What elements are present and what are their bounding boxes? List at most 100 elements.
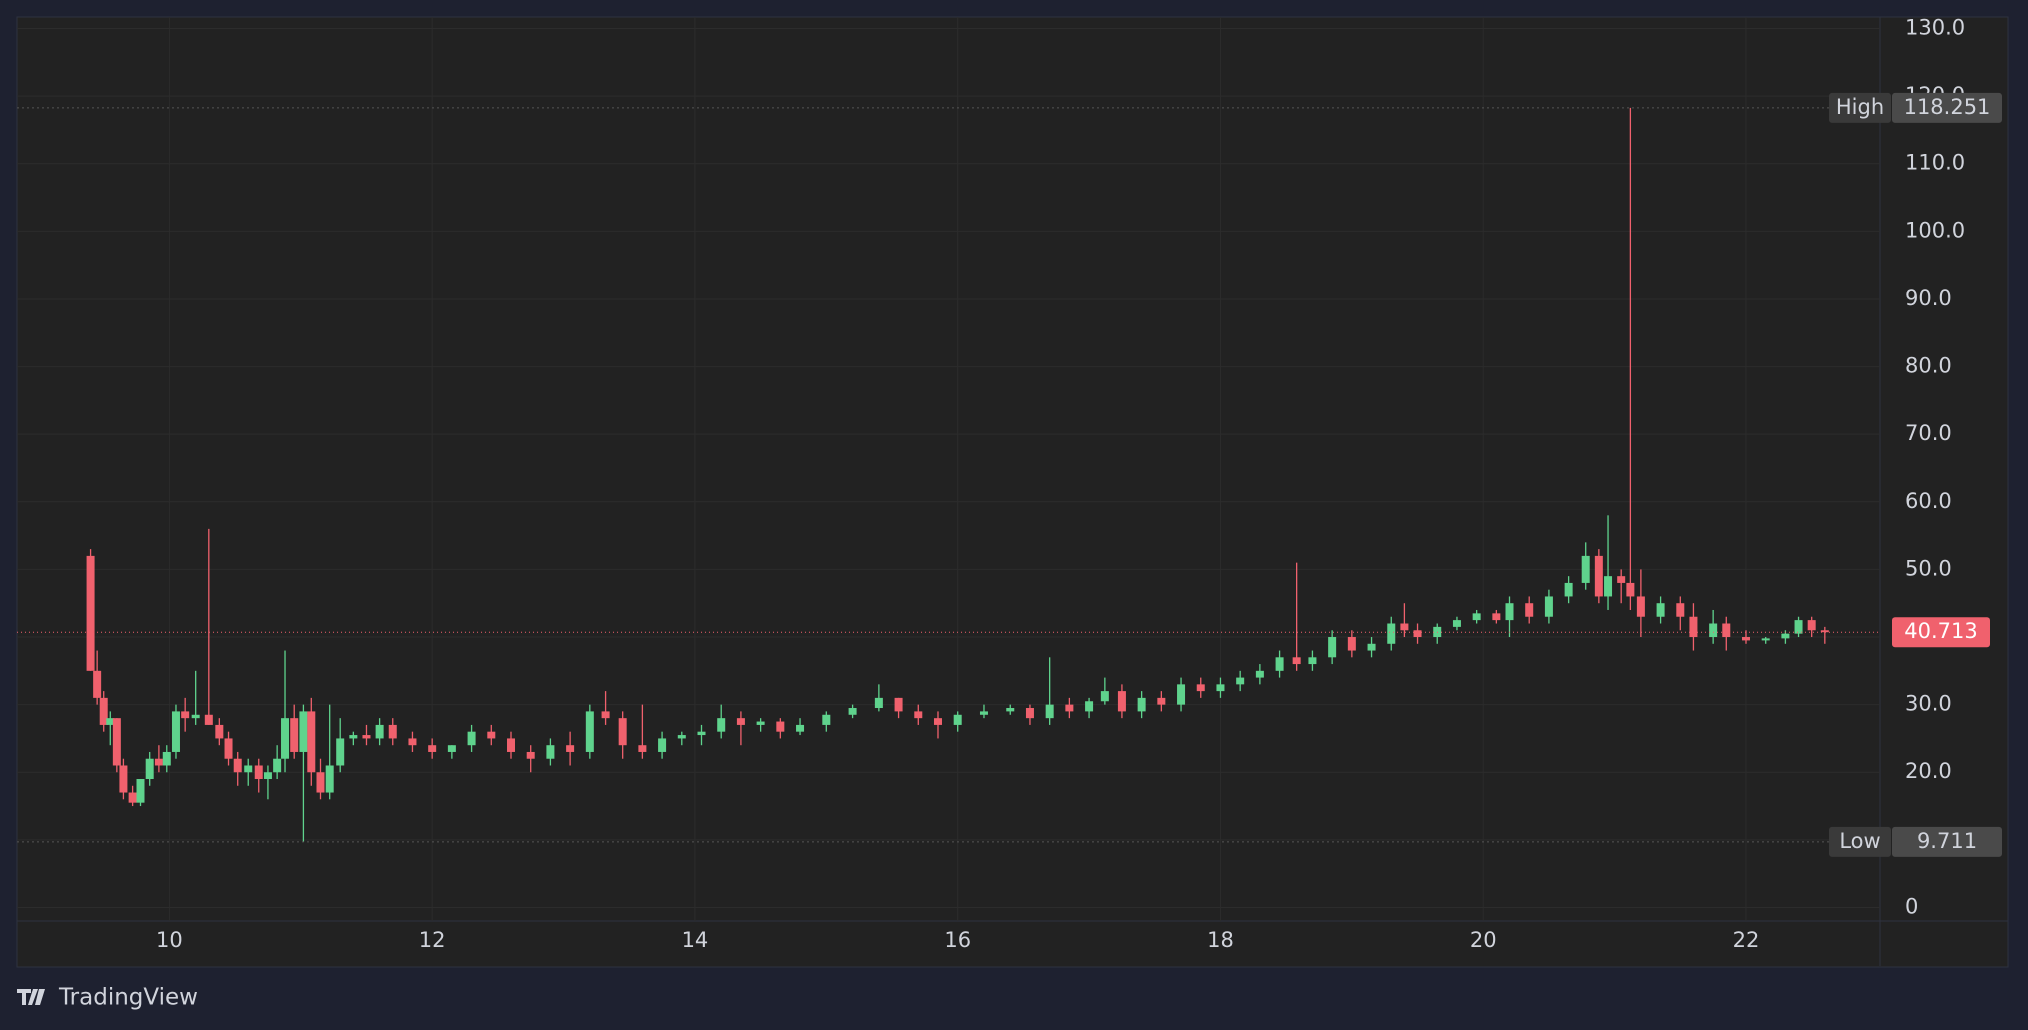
y-tick-label: 70.0 [1905, 421, 1952, 445]
badge-value-bg [1892, 826, 2002, 857]
candle-body [145, 758, 154, 780]
candle-body [979, 711, 988, 715]
candle-body [1236, 677, 1245, 685]
candle-body [1807, 620, 1816, 631]
candle-body [1820, 630, 1829, 633]
candle-body [349, 735, 358, 739]
candle-body [181, 711, 190, 719]
candle-body [1347, 637, 1356, 651]
candle-body [447, 745, 456, 752]
candle-body [1626, 582, 1635, 597]
candle-body [914, 711, 923, 719]
x-tick-label: 22 [1733, 928, 1760, 952]
y-tick-label: 90.0 [1905, 286, 1952, 310]
candle-body [1100, 691, 1109, 702]
candle-body [467, 731, 476, 746]
candle-body [506, 738, 515, 752]
candle-body [362, 735, 371, 739]
candle-body [776, 721, 785, 732]
candle-body [1308, 657, 1317, 665]
brand-name: TradingView [58, 985, 198, 1011]
candle-body [93, 670, 102, 698]
candle-body [1452, 620, 1461, 627]
candle-body [1761, 638, 1770, 641]
candle-body [204, 714, 213, 725]
badge-label-bg [1829, 92, 1891, 123]
candle-body [822, 714, 831, 725]
candle-body [162, 751, 171, 766]
candle-body [428, 745, 437, 752]
candle-body [112, 718, 121, 766]
candle-body [1794, 620, 1803, 634]
candle-body [273, 758, 282, 773]
candle-body [281, 718, 290, 759]
x-tick-label: 18 [1207, 928, 1234, 952]
candle-body [848, 708, 857, 715]
price-line-value: 118.251 [1904, 95, 1991, 119]
candle-body [1676, 603, 1685, 617]
candle-body [336, 738, 345, 766]
candle-body [1413, 630, 1422, 638]
candle-body [1544, 596, 1553, 617]
candle-body [1045, 704, 1054, 719]
candle-body [1581, 555, 1590, 583]
candle-body [1367, 643, 1376, 651]
candle-body [1328, 637, 1337, 658]
x-tick-label: 20 [1470, 928, 1497, 952]
candle-body [1636, 596, 1645, 617]
candle-body [99, 697, 108, 725]
candle-body [1564, 582, 1573, 597]
candle-body [1604, 576, 1613, 597]
candle-body [215, 724, 224, 739]
brand-icon [17, 989, 45, 1005]
price-line-label: Low [1839, 829, 1880, 853]
candle-body [191, 714, 200, 719]
y-tick-label: 60.0 [1905, 489, 1952, 513]
badge-label-bg [1829, 826, 1891, 857]
candle-body [1216, 684, 1225, 692]
candle-body [1177, 684, 1186, 705]
y-tick-label: 20.0 [1905, 759, 1952, 783]
candle-body [1741, 637, 1750, 641]
candle-body [119, 765, 128, 793]
candle-body [526, 751, 535, 759]
candle-body [307, 711, 316, 773]
candle-body [933, 718, 942, 725]
candle-body [244, 765, 253, 773]
candle-body [86, 555, 95, 671]
candle-body [1387, 623, 1396, 644]
candle-body [717, 718, 726, 732]
candle-body [136, 779, 145, 803]
candle-body [677, 735, 686, 739]
candle-body [697, 731, 706, 736]
brand-logo: TradingView [17, 985, 198, 1011]
candle-body [1689, 616, 1698, 638]
candle-body [254, 765, 263, 780]
badge-value-bg [1892, 92, 2002, 123]
candle-body [224, 738, 233, 759]
candle-body [325, 765, 334, 793]
candle-body [1505, 603, 1514, 621]
candles [86, 107, 1829, 842]
candle-body [263, 772, 272, 780]
candle-body [233, 758, 242, 773]
candle-body [171, 711, 180, 752]
candle-body [953, 714, 962, 725]
chart-panel [16, 16, 2009, 968]
candle-body [618, 718, 627, 746]
candle-body [1065, 704, 1074, 712]
last-price-bg [1892, 617, 1990, 648]
candle-body [601, 711, 610, 719]
candle-body [756, 721, 765, 725]
last-price-label: 40.713 [1904, 619, 1977, 643]
candle-body [1275, 657, 1284, 671]
x-tick-label: 10 [156, 928, 183, 952]
candle-body [894, 697, 903, 712]
candle-body [106, 718, 115, 725]
candle-body [1400, 623, 1409, 631]
candle-body [487, 731, 496, 739]
candle-body [658, 738, 667, 752]
price-line-value: 9.711 [1917, 829, 1977, 853]
